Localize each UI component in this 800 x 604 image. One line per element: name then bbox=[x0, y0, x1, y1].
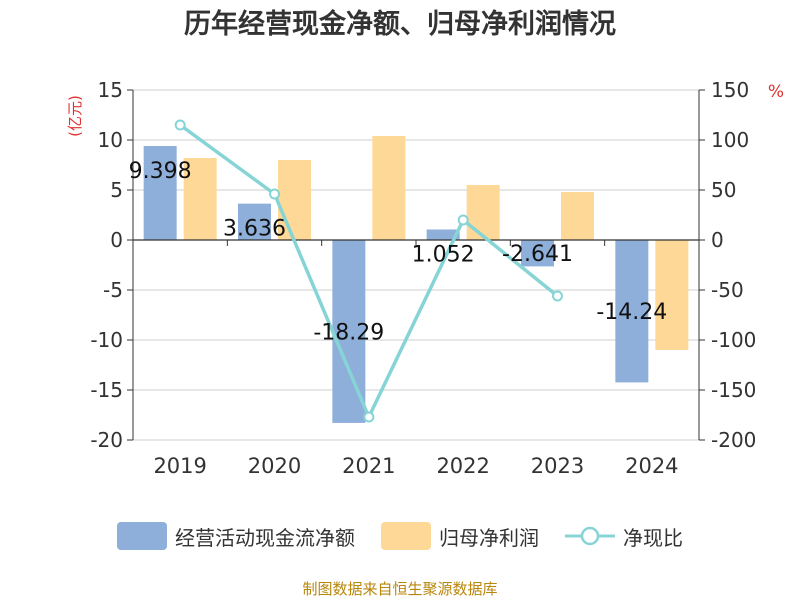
legend-swatch-cashflow bbox=[117, 522, 167, 550]
cashflow-data-label: -18.29 bbox=[313, 320, 384, 345]
right-axis-tick-label: 50 bbox=[711, 178, 736, 202]
cashflow-data-label: -14.24 bbox=[596, 300, 667, 325]
cashflow-bar bbox=[426, 229, 460, 240]
netprofit-bar bbox=[183, 158, 217, 240]
left-axis-tick-label: 10 bbox=[98, 128, 123, 152]
ratio-point bbox=[269, 188, 280, 200]
netprofit-bar bbox=[466, 185, 500, 240]
x-axis-tick-label: 2020 bbox=[248, 454, 301, 478]
cashflow-bar bbox=[615, 240, 649, 383]
legend-label-cashflow: 经营活动现金流净额 bbox=[175, 525, 355, 550]
x-axis-tick-label: 2022 bbox=[436, 454, 489, 478]
cashflow-bar bbox=[521, 240, 554, 267]
x-axis-tick-label: 2024 bbox=[625, 454, 678, 478]
legend-swatch-netprofit bbox=[381, 522, 431, 550]
ratio-point bbox=[552, 290, 563, 302]
ratio-line bbox=[179, 123, 559, 419]
left-axis-tick-label: -15 bbox=[90, 378, 123, 402]
chart-title: 历年经营现金净额、归母净利润情况 bbox=[184, 8, 616, 40]
left-axis-tick-label: 15 bbox=[98, 78, 123, 102]
left-axis-tick-label: 0 bbox=[110, 228, 123, 252]
netprofit-bar bbox=[372, 136, 406, 240]
left-axis-unit-label: (亿元) bbox=[66, 95, 84, 137]
left-axis-tick-label: -20 bbox=[90, 428, 123, 452]
cashflow-bar bbox=[143, 146, 177, 240]
cashflow-bar bbox=[238, 203, 271, 240]
right-axis-unit-label: % bbox=[768, 82, 784, 102]
x-axis-tick-label: 2019 bbox=[153, 454, 206, 478]
source-note: 制图数据来自恒生聚源数据库 bbox=[302, 580, 498, 598]
left-axis-tick-label: -10 bbox=[90, 328, 123, 352]
right-axis-tick-label: -150 bbox=[711, 378, 756, 402]
netprofit-bar bbox=[655, 240, 689, 350]
cashflow-data-label: 3.636 bbox=[223, 217, 286, 242]
right-axis-tick-label: -200 bbox=[711, 428, 756, 452]
legend-item-netprofit[interactable]: 归母净利润 bbox=[381, 522, 539, 551]
cashflow-data-label: 9.398 bbox=[129, 159, 192, 184]
ratio-point bbox=[457, 214, 469, 226]
netprofit-bar bbox=[278, 160, 311, 240]
cashflow-data-label: -2.641 bbox=[502, 242, 573, 267]
legend-label-ratio: 净现比 bbox=[623, 525, 683, 550]
cashflow-data-label: 1.052 bbox=[412, 242, 475, 267]
legend-item-cashflow[interactable]: 经营活动现金流净额 bbox=[117, 522, 355, 551]
legend: 经营活动现金流净额 归母净利润 净现比 bbox=[0, 518, 800, 554]
right-axis-tick-label: 150 bbox=[711, 78, 749, 102]
x-axis-tick-label: 2023 bbox=[531, 454, 584, 478]
legend-swatch-ratio bbox=[565, 526, 615, 546]
left-axis-tick-label: 5 bbox=[110, 178, 123, 202]
x-axis-tick-label: 2021 bbox=[342, 454, 395, 478]
left-axis-tick-label: -5 bbox=[103, 278, 123, 302]
right-axis-tick-label: 0 bbox=[711, 228, 724, 252]
right-axis-tick-label: -100 bbox=[711, 328, 756, 352]
right-axis-tick-label: -50 bbox=[711, 278, 744, 302]
netprofit-bar bbox=[561, 192, 594, 240]
ratio-point bbox=[174, 119, 186, 131]
ratio-point bbox=[363, 411, 375, 423]
right-axis-tick-label: 100 bbox=[711, 128, 749, 152]
legend-item-ratio[interactable]: 净现比 bbox=[565, 522, 683, 551]
legend-label-netprofit: 归母净利润 bbox=[439, 525, 539, 550]
